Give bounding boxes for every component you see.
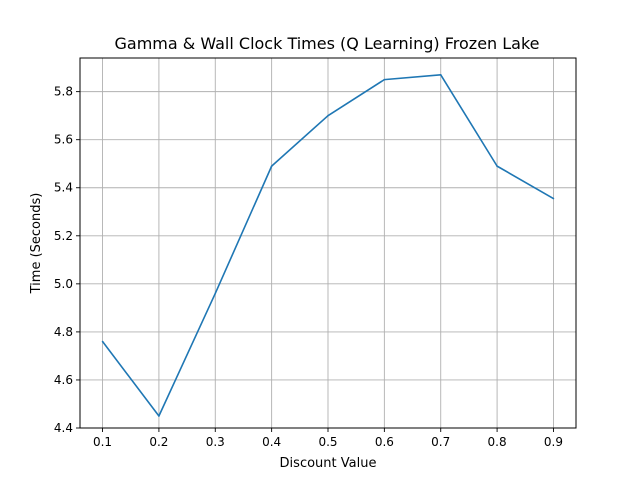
grid-lines (80, 58, 576, 429)
data-point (439, 74, 442, 76)
y-tick-label: 4.4 (54, 421, 73, 435)
data-point (158, 415, 160, 417)
y-tick-label: 4.8 (54, 325, 73, 339)
x-tick-label: 0.9 (544, 435, 563, 449)
series-group (101, 74, 555, 417)
data-point (327, 114, 329, 117)
x-tick-label: 0.7 (431, 435, 450, 449)
x-tick-label: 0.2 (149, 435, 168, 449)
y-axis-ticks: 4.4 4.6 4.8 5.0 5.2 5.4 5.6 5.8 (54, 85, 80, 435)
data-point (214, 292, 217, 295)
x-tick-label: 0.8 (488, 435, 507, 449)
x-axis-label: Discount Value (280, 456, 377, 471)
chart-title: Gamma & Wall Clock Times (Q Learning) Fr… (114, 34, 539, 53)
x-tick-label: 0.4 (262, 435, 281, 449)
y-tick-label: 4.6 (54, 373, 73, 387)
x-tick-label: 0.3 (206, 435, 225, 449)
x-tick-label: 0.1 (93, 435, 112, 449)
data-point (270, 165, 273, 167)
y-tick-label: 5.6 (54, 133, 73, 147)
y-tick-label: 5.8 (54, 85, 73, 99)
y-axis-label: Time (Seconds) (29, 193, 44, 295)
data-point (383, 78, 386, 81)
data-point (496, 165, 498, 167)
x-axis-ticks: 0.1 0.2 0.3 0.4 0.5 0.6 0.7 0.8 0.9 (93, 428, 563, 449)
x-tick-label: 0.6 (375, 435, 394, 449)
y-tick-label: 5.4 (54, 181, 73, 195)
y-tick-label: 5.2 (54, 229, 73, 243)
y-tick-label: 5.0 (54, 277, 73, 291)
data-point (552, 197, 555, 200)
x-tick-label: 0.5 (318, 435, 337, 449)
data-point (101, 340, 104, 343)
